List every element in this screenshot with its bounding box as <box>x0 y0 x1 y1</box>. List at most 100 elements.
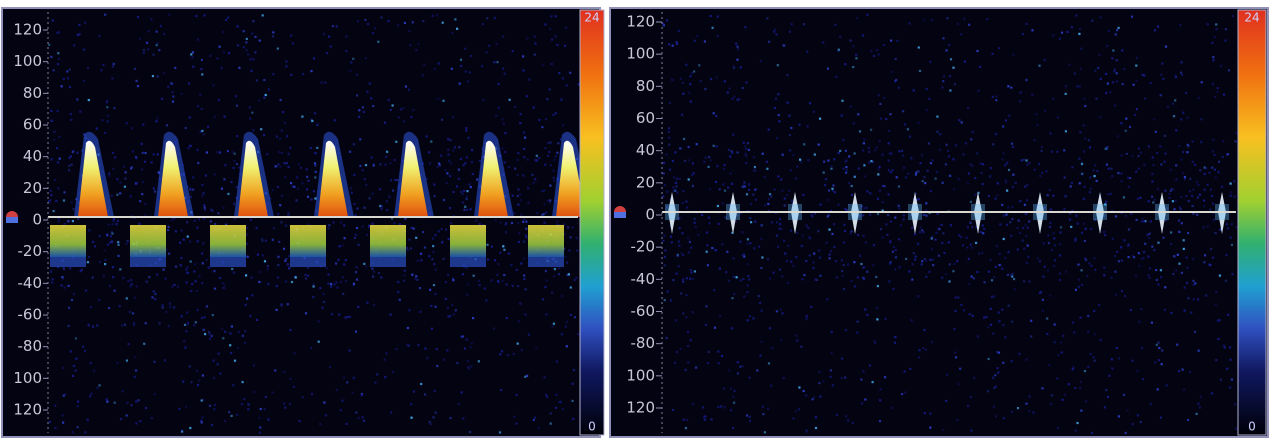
speckle <box>517 222 519 224</box>
speckle <box>1225 28 1227 30</box>
speckle <box>1125 118 1127 120</box>
speckle <box>694 270 696 272</box>
speckle <box>63 199 65 201</box>
speckle <box>429 421 431 423</box>
speckle <box>853 122 855 124</box>
speckle <box>116 194 118 196</box>
speckle <box>1170 190 1172 192</box>
speckle <box>106 401 108 403</box>
speckle <box>192 176 194 178</box>
speckle <box>410 403 412 405</box>
speckle <box>143 52 145 54</box>
speckle <box>1116 29 1118 31</box>
speckle <box>233 167 235 169</box>
speckle <box>576 237 578 239</box>
color-bar: 240 <box>1238 10 1266 435</box>
speckle <box>204 209 206 211</box>
speckle <box>177 286 179 288</box>
speckle <box>1125 130 1127 132</box>
speckle <box>1180 196 1182 198</box>
speckle <box>144 214 146 216</box>
speckle <box>949 263 951 265</box>
speckle <box>1064 195 1066 197</box>
speckle <box>110 235 112 237</box>
speckle <box>1013 54 1015 56</box>
speckle <box>690 75 692 77</box>
speckle <box>289 378 291 380</box>
speckle <box>1053 265 1055 267</box>
speckle <box>353 174 355 176</box>
speckle <box>224 116 226 118</box>
speckle <box>864 175 866 177</box>
speckle <box>1210 189 1212 191</box>
speckle <box>499 221 501 223</box>
speckle <box>64 191 66 193</box>
speckle <box>1182 369 1184 371</box>
speckle <box>373 271 375 273</box>
speckle <box>432 15 434 17</box>
speckle <box>880 228 882 230</box>
speckle <box>380 16 382 18</box>
speckle <box>727 187 729 189</box>
speckle <box>513 212 515 214</box>
speckle <box>950 58 952 60</box>
speckle <box>1151 322 1153 324</box>
speckle <box>445 229 447 231</box>
speckle <box>941 224 943 226</box>
speckle <box>258 417 260 419</box>
speckle <box>1044 266 1046 268</box>
speckle <box>862 214 864 216</box>
speckle <box>452 279 454 281</box>
speckle <box>863 142 865 144</box>
speckle <box>713 289 715 291</box>
speckle <box>130 167 132 169</box>
speckle <box>251 294 253 296</box>
speckle <box>88 256 90 258</box>
speckle <box>1009 221 1011 223</box>
speckle <box>901 150 903 152</box>
speckle <box>1051 249 1053 251</box>
speckle <box>346 381 348 383</box>
speckle <box>117 255 119 257</box>
speckle <box>1150 82 1152 84</box>
speckle <box>949 175 951 177</box>
speckle <box>1207 184 1209 186</box>
speckle <box>1226 368 1228 370</box>
speckle <box>373 304 375 306</box>
speckle <box>134 297 136 299</box>
speckle <box>164 359 166 361</box>
speckle <box>1064 394 1066 396</box>
speckle <box>1164 161 1166 163</box>
speckle <box>186 221 188 223</box>
speckle <box>1151 173 1153 175</box>
speckle <box>258 281 260 283</box>
speckle <box>363 420 365 422</box>
speckle <box>355 234 357 236</box>
speckle <box>685 294 687 296</box>
speckle <box>83 80 85 82</box>
speckle <box>285 281 287 283</box>
speckle <box>479 223 481 225</box>
speckle <box>992 143 994 145</box>
speckle <box>343 224 345 226</box>
speckle <box>1017 227 1019 229</box>
speckle <box>281 304 283 306</box>
speckle <box>862 370 864 372</box>
speckle <box>1048 242 1050 244</box>
speckle <box>1094 164 1096 166</box>
speckle <box>848 155 850 157</box>
speckle <box>1071 26 1073 28</box>
speckle <box>112 276 114 278</box>
speckle <box>676 42 678 44</box>
reverse-flow-tail <box>290 257 326 267</box>
speckle <box>1112 238 1114 240</box>
speckle <box>333 221 335 223</box>
speckle <box>703 416 705 418</box>
speckle <box>1054 259 1056 261</box>
speckle <box>293 352 295 354</box>
speckle <box>285 225 287 227</box>
speckle <box>1041 172 1043 174</box>
speckle <box>130 404 132 406</box>
speckle <box>201 130 203 132</box>
speckle <box>147 48 149 50</box>
